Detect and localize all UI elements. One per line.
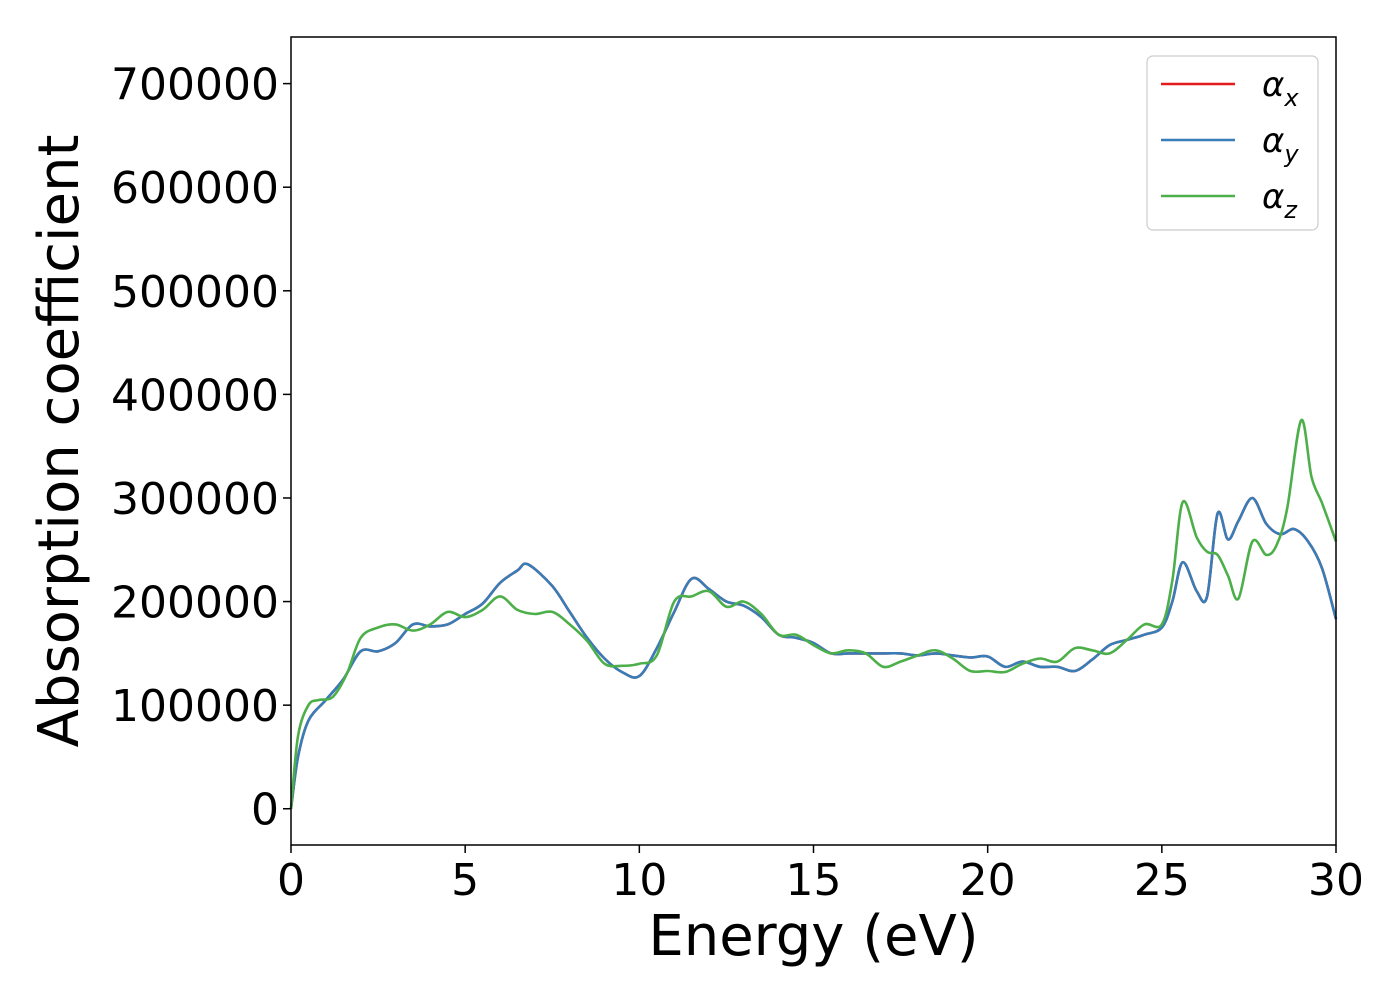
x-axis-label: Energy (eV) xyxy=(648,904,978,969)
series-line-alpha-z xyxy=(289,418,1338,809)
legend: αx αy αz xyxy=(1146,55,1319,231)
y-tick-label: 600000 xyxy=(111,163,279,214)
x-tick-label: 15 xyxy=(786,855,842,906)
y-tick-label: 700000 xyxy=(111,60,279,111)
x-tick-label: 20 xyxy=(960,855,1016,906)
x-tick-label: 0 xyxy=(277,855,305,906)
y-tick-label: 500000 xyxy=(111,267,279,318)
y-tick-label: 100000 xyxy=(111,681,279,732)
y-tick-label: 200000 xyxy=(111,578,279,629)
y-tick-label: 300000 xyxy=(111,474,279,525)
x-tick-label: 25 xyxy=(1134,855,1190,906)
y-tick-label: 400000 xyxy=(111,370,279,421)
y-axis-ticks: 0 100000 200000 300000 400000 500000 600000 700… xyxy=(111,60,291,836)
x-axis-ticks: 0 5 10 15 20 25 30 xyxy=(277,845,1364,906)
x-tick-label: 5 xyxy=(451,855,479,906)
legend-label-alpha-x: αx xyxy=(1262,65,1299,112)
x-tick-label: 10 xyxy=(611,855,667,906)
y-axis-label: Absorption coefficient xyxy=(27,135,92,748)
y-tick-label: 0 xyxy=(251,785,279,836)
x-tick-label: 30 xyxy=(1308,855,1364,906)
legend-box xyxy=(1146,55,1319,231)
legend-label-alpha-z: αz xyxy=(1262,177,1298,224)
legend-label-alpha-y: αy xyxy=(1262,121,1299,168)
series-layer xyxy=(289,418,1338,809)
series-line-alpha-y xyxy=(289,496,1338,809)
